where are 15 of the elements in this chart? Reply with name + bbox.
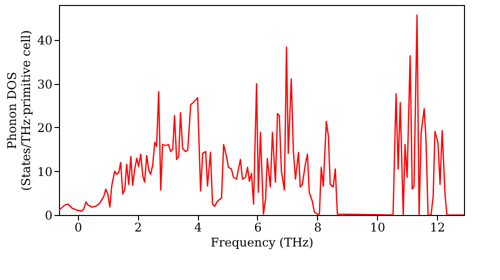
- y-tick-label: 0: [44, 208, 52, 222]
- x-tick-label: 10: [370, 220, 386, 234]
- y-tick-label: 30: [37, 77, 52, 92]
- x-tick-label: 6: [254, 220, 262, 234]
- y-tick-label: 10: [37, 164, 52, 179]
- x-tick-label: 4: [194, 220, 202, 234]
- line-series: [59, 14, 464, 215]
- y-axis-title: Phonon DOS (States/THz·primitive cell): [5, 30, 34, 191]
- y-tick-label: 20: [37, 121, 52, 135]
- y-tick-label: 40: [37, 34, 52, 48]
- x-tick-label: 0: [74, 220, 82, 234]
- x-axis-title: Frequency (THz): [210, 236, 314, 250]
- x-tick-label: 2: [134, 220, 142, 234]
- x-tick-label: 8: [314, 220, 322, 234]
- x-tick-label: 12: [430, 220, 446, 234]
